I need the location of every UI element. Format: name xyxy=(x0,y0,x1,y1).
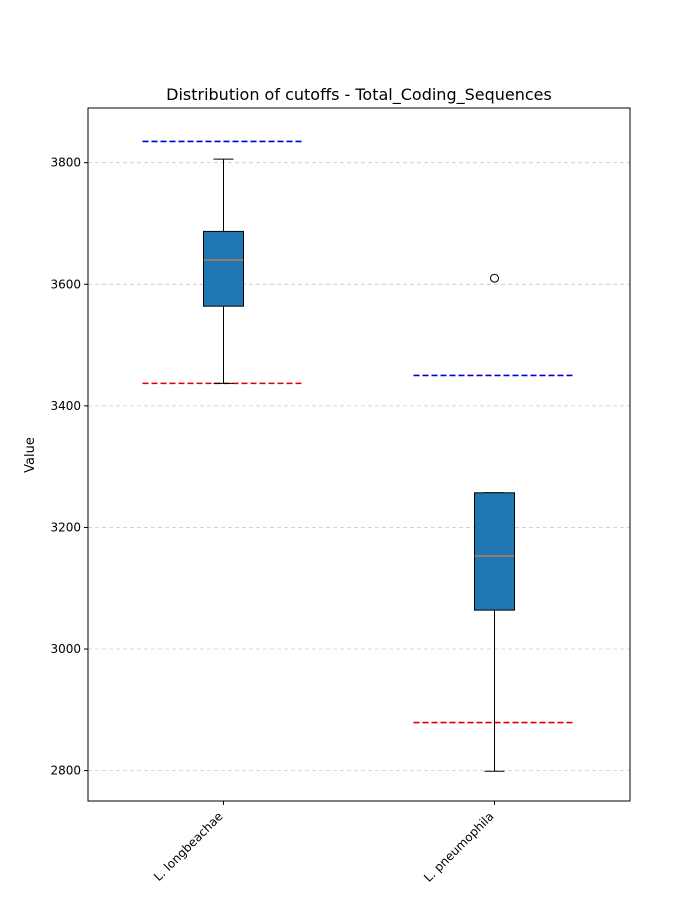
y-tick-label: 2800 xyxy=(50,764,81,778)
y-tick-label: 3000 xyxy=(50,642,81,656)
outlier-point xyxy=(490,273,499,283)
chart-title: Distribution of cutoffs - Total_Coding_S… xyxy=(166,85,552,105)
y-tick-label: 3400 xyxy=(50,399,81,413)
y-tick-label: 3800 xyxy=(50,156,81,170)
box-plots xyxy=(203,158,515,772)
box-group xyxy=(474,273,515,772)
plot-frame xyxy=(87,107,631,802)
box-iqr xyxy=(474,492,515,611)
y-tick-label: 3200 xyxy=(50,520,81,534)
box-iqr xyxy=(203,230,244,307)
grid-lines xyxy=(88,162,630,772)
box-group xyxy=(203,158,244,384)
y-axis-ticks: 2800 3000 3200 3400 3600 3800 xyxy=(50,156,88,778)
y-tick-label: 3600 xyxy=(50,277,81,291)
y-axis-label: Value xyxy=(23,437,38,473)
